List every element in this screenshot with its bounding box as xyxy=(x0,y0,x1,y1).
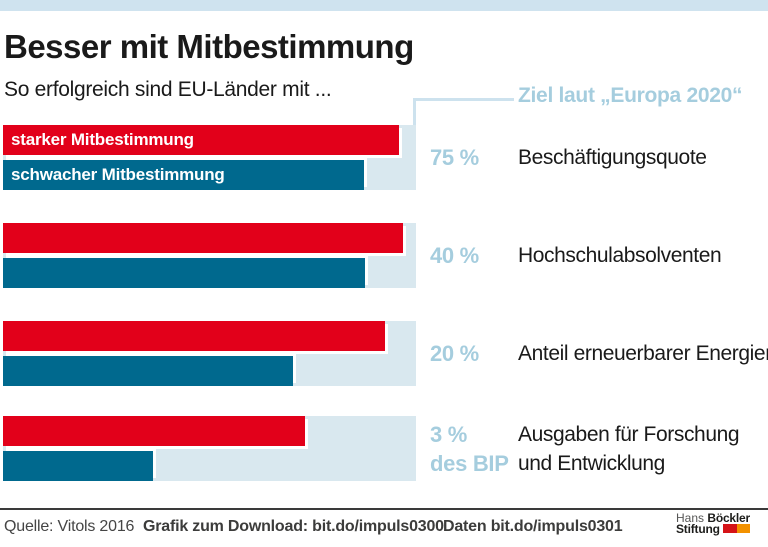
strong-codetermination-bar: starker Mitbestimmung xyxy=(3,125,399,155)
weak-codetermination-bar xyxy=(3,451,153,481)
category-label: Ausgaben für Forschung und Entwicklung xyxy=(518,416,768,481)
bar-group-beschaeftigungsquote: starker Mitbestimmung schwacher Mitbesti… xyxy=(3,125,416,190)
category-line1: Anteil erneuerbarer Energien xyxy=(518,342,768,365)
category-label: Anteil erneuerbarer Energien xyxy=(518,321,768,386)
legend-strong-label: starker Mitbestimmung xyxy=(11,130,194,149)
strong-codetermination-bar xyxy=(3,416,305,446)
page-title: Besser mit Mitbestimmung xyxy=(4,28,414,65)
hans-boeckler-stiftung-logo: Hans Böckler Stiftung xyxy=(676,511,760,536)
target-value-line1: 40 % xyxy=(430,243,479,268)
footer-divider xyxy=(0,508,768,510)
weak-codetermination-bar xyxy=(3,258,365,288)
category-label: Hochschulabsolventen xyxy=(518,223,768,288)
category-line1: Hochschulabsolventen xyxy=(518,244,722,267)
logo-line2: Stiftung xyxy=(676,522,720,536)
target-connector-horizontal-line xyxy=(413,98,514,101)
data-link-text: Daten bit.do/impuls0301 xyxy=(443,518,623,535)
top-accent-strip xyxy=(0,0,768,11)
bar-group-erneuerbare-energien xyxy=(3,321,416,386)
weak-codetermination-bar xyxy=(3,356,293,386)
target-value-line1: 3 % xyxy=(430,421,468,447)
category-line1: Beschäftigungsquote xyxy=(518,146,707,169)
target-value-line1: 20 % xyxy=(430,341,479,366)
page-subtitle: So erfolgreich sind EU-Länder mit ... xyxy=(4,78,332,101)
target-column-header: Ziel laut „Europa 2020“ xyxy=(518,84,743,107)
bar-group-hochschulabsolventen xyxy=(3,223,416,288)
category-label: Beschäftigungsquote xyxy=(518,125,768,190)
target-value-label: 75 % xyxy=(430,125,516,190)
strong-codetermination-bar xyxy=(3,321,385,351)
logo-flag-icon xyxy=(722,524,750,533)
strong-codetermination-bar xyxy=(3,223,403,253)
target-value-line1: 75 % xyxy=(430,145,479,170)
category-line2: und Entwicklung xyxy=(518,451,665,475)
target-value-label: 3 % des BIP xyxy=(430,416,516,481)
download-link-text: Grafik zum Download: bit.do/impuls0300 xyxy=(143,518,444,535)
weak-codetermination-bar: schwacher Mitbestimmung xyxy=(3,160,364,190)
logo-name-bold: Böckler xyxy=(707,511,750,525)
legend-weak-label: schwacher Mitbestimmung xyxy=(11,165,225,184)
target-value-line2: des BIP xyxy=(430,450,509,476)
target-value-label: 20 % xyxy=(430,321,516,386)
source-text: Quelle: Vitols 2016 xyxy=(4,518,135,535)
target-value-label: 40 % xyxy=(430,223,516,288)
category-line1: Ausgaben für Forschung xyxy=(518,422,740,446)
target-connector-vertical-line xyxy=(413,98,416,127)
bar-group-forschung-entwicklung xyxy=(3,416,416,481)
logo-name-regular: Hans xyxy=(676,511,705,525)
